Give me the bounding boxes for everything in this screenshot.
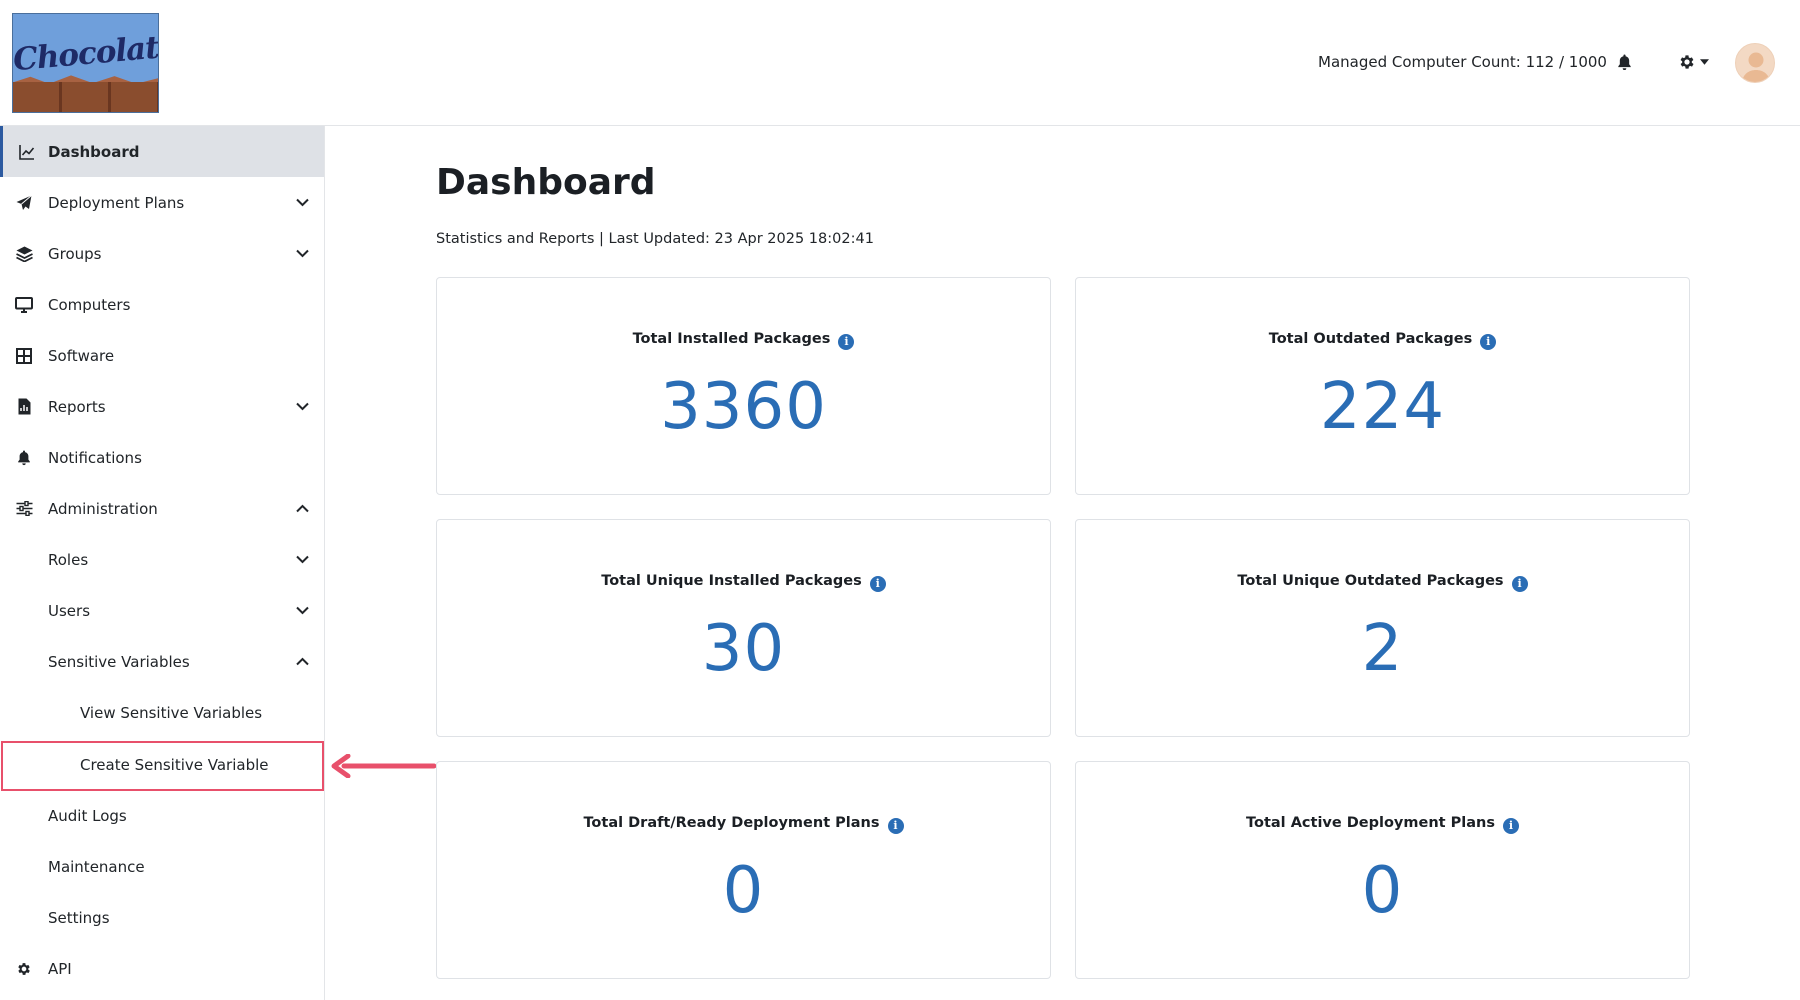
sidebar-item-sensitive-variables[interactable]: Sensitive Variables xyxy=(0,636,324,687)
chocolatey-logo[interactable]: Chocolatey xyxy=(12,13,159,113)
page-title: Dashboard xyxy=(436,162,656,203)
gear-icon xyxy=(1680,55,1694,69)
sidebar-item-reports[interactable]: Reports xyxy=(0,381,324,432)
file-chart-icon xyxy=(14,397,34,417)
sidebar-item-label: Audit Logs xyxy=(48,806,127,825)
sidebar-item-groups[interactable]: Groups xyxy=(0,228,324,279)
info-icon[interactable]: i xyxy=(1480,333,1497,350)
desktop-icon xyxy=(14,295,34,315)
avatar[interactable] xyxy=(1735,43,1775,83)
sidebar-item-users[interactable]: Users xyxy=(0,585,324,636)
sidebar-item-api[interactable]: API xyxy=(0,943,324,994)
stat-card-total-installed: Total Installed Packages i 3360 xyxy=(436,277,1051,495)
sidebar-item-notifications[interactable]: Notifications xyxy=(0,432,324,483)
managed-computer-count: Managed Computer Count: 112 / 1000 xyxy=(1318,53,1607,71)
sidebar-item-audit-logs[interactable]: Audit Logs xyxy=(0,790,324,841)
layers-icon xyxy=(14,244,34,264)
sliders-icon xyxy=(14,499,34,519)
card-value: 224 xyxy=(1319,370,1446,444)
card-title: Total Unique Outdated Packages xyxy=(1237,573,1504,589)
chevron-up-icon xyxy=(294,501,310,517)
sidebar-item-computers[interactable]: Computers xyxy=(0,279,324,330)
sidebar-item-label: Maintenance xyxy=(48,857,145,876)
settings-dropdown[interactable] xyxy=(1673,50,1713,74)
card-value: 0 xyxy=(722,854,765,928)
card-title: Total Installed Packages xyxy=(632,331,831,347)
sidebar-item-roles[interactable]: Roles xyxy=(0,534,324,585)
caret-down-icon xyxy=(1699,59,1709,65)
stat-card-active-plans: Total Active Deployment Plans i 0 xyxy=(1075,761,1690,979)
sidebar-item-create-sensitive-variable[interactable]: Create Sensitive Variable xyxy=(0,739,324,790)
sidebar-item-label: Administration xyxy=(48,499,158,518)
chevron-up-icon xyxy=(294,654,310,670)
chevron-down-icon xyxy=(294,246,310,262)
sidebar-item-label: API xyxy=(48,959,72,978)
card-value: 2 xyxy=(1361,612,1404,686)
sidebar-item-label: Groups xyxy=(48,244,102,263)
card-value: 0 xyxy=(1361,854,1404,928)
sidebar-item-deployment-plans[interactable]: Deployment Plans xyxy=(0,177,324,228)
info-icon[interactable]: i xyxy=(869,575,886,592)
top-header: Chocolatey Managed Computer Count: 112 /… xyxy=(0,0,1800,126)
card-value: 3360 xyxy=(660,370,827,444)
info-icon[interactable]: i xyxy=(1502,817,1519,834)
sidebar-item-label: View Sensitive Variables xyxy=(80,703,263,722)
sidebar-item-view-sensitive-variables[interactable]: View Sensitive Variables xyxy=(0,687,324,738)
sidebar-item-software[interactable]: Software xyxy=(0,330,324,381)
sidebar-item-label: Dashboard xyxy=(48,142,140,161)
card-title: Total Active Deployment Plans xyxy=(1246,815,1495,831)
stat-card-unique-installed: Total Unique Installed Packages i 30 xyxy=(436,519,1051,737)
sidebar-item-administration[interactable]: Administration xyxy=(0,483,324,534)
sidebar-item-label: Reports xyxy=(48,397,106,416)
bell-icon[interactable] xyxy=(1612,50,1636,74)
page-subtitle: Statistics and Reports | Last Updated: 2… xyxy=(436,231,874,247)
sidebar-item-label: Settings xyxy=(48,908,110,927)
sidebar-item-maintenance[interactable]: Maintenance xyxy=(0,841,324,892)
chevron-down-icon xyxy=(294,552,310,568)
logo-text: Chocolatey xyxy=(12,26,159,79)
sidebar-item-label: Users xyxy=(48,601,91,620)
stat-card-total-outdated: Total Outdated Packages i 224 xyxy=(1075,277,1690,495)
grid-icon xyxy=(14,346,34,366)
stat-card-unique-outdated: Total Unique Outdated Packages i 2 xyxy=(1075,519,1690,737)
stat-card-draft-ready-plans: Total Draft/Ready Deployment Plans i 0 xyxy=(436,761,1051,979)
card-title: Total Unique Installed Packages xyxy=(601,573,862,589)
info-icon[interactable]: i xyxy=(838,333,855,350)
chevron-down-icon xyxy=(294,399,310,415)
sidebar-item-label: Deployment Plans xyxy=(48,193,185,212)
sidebar: Dashboard Deployment Plans Groups Comput… xyxy=(0,126,325,1000)
sidebar-item-label: Sensitive Variables xyxy=(48,652,190,671)
card-title: Total Draft/Ready Deployment Plans xyxy=(583,815,880,831)
bell-icon xyxy=(14,448,34,468)
sidebar-item-label: Create Sensitive Variable xyxy=(80,755,269,774)
sidebar-item-label: Computers xyxy=(48,295,131,314)
info-icon[interactable]: i xyxy=(887,817,904,834)
sidebar-item-dashboard[interactable]: Dashboard xyxy=(0,126,324,177)
card-title: Total Outdated Packages xyxy=(1268,331,1473,347)
chevron-down-icon xyxy=(294,603,310,619)
sidebar-item-settings[interactable]: Settings xyxy=(0,892,324,943)
sidebar-item-label: Notifications xyxy=(48,448,142,467)
chevron-down-icon xyxy=(294,195,310,211)
paper-plane-icon xyxy=(14,193,34,213)
gear-icon xyxy=(14,959,34,979)
sidebar-item-label: Roles xyxy=(48,550,89,569)
info-icon[interactable]: i xyxy=(1511,575,1528,592)
highlight-box xyxy=(1,741,324,791)
card-value: 30 xyxy=(701,612,786,686)
annotation-arrow-icon xyxy=(331,754,436,778)
sidebar-item-label: Software xyxy=(48,346,115,365)
chart-line-icon xyxy=(17,142,37,162)
